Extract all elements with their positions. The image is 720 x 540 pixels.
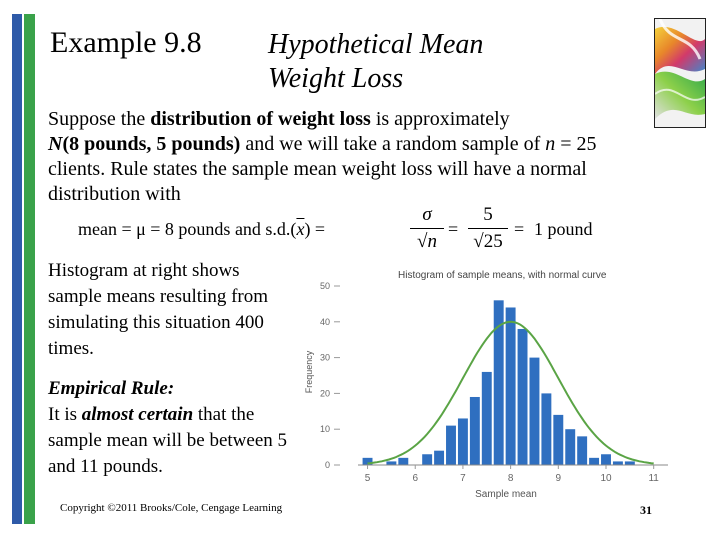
x-tick-label-5: 10	[600, 473, 612, 484]
histogram-description: Histogram at right shows sample means re…	[48, 260, 269, 359]
histogram-bar-18	[601, 454, 611, 465]
y-tick-label-4: 40	[320, 317, 330, 327]
y-tick-label-0: 0	[325, 460, 330, 470]
accent-bar-blue	[12, 14, 22, 524]
histogram-bar-3	[422, 454, 433, 465]
slide-title-example: Example 9.8	[50, 26, 202, 59]
fraction-sigma: σ	[422, 204, 432, 225]
para-text-2: is approximately	[370, 108, 510, 130]
y-tick-label-5: 50	[320, 281, 330, 291]
y-tick-label-3: 30	[320, 353, 330, 363]
fraction-sigma-over-sqrt-n: σ √n	[410, 204, 444, 253]
histogram-bar-4	[434, 450, 445, 465]
formula-result: 1 pound	[534, 219, 593, 239]
formula-xbar: x	[296, 219, 305, 239]
histogram-bar-9	[493, 300, 504, 465]
para-text-3: and we will take a random sample of	[240, 133, 546, 155]
histogram-bar-7	[469, 396, 480, 465]
slide-left-margin	[0, 0, 12, 540]
accent-bar-green	[24, 14, 35, 524]
histogram-bar-1	[386, 461, 397, 465]
formula-equals-2: =	[514, 219, 525, 239]
sd-formula: mean = μ = 8 pounds and s.d.(x) = σ √n =…	[78, 204, 638, 256]
swirl-graphic	[655, 19, 705, 127]
para-bold-params: (8 pounds, 5 pounds)	[62, 133, 241, 155]
histogram-bar-6	[457, 418, 468, 465]
empirical-text: It is almost certain that the sample mea…	[48, 404, 288, 477]
chart-x-label: Sample mean	[475, 489, 537, 500]
histogram-bar-11	[517, 328, 528, 465]
para-n-letter: N	[48, 133, 63, 155]
fraction-sqrt-25: √25	[473, 231, 503, 252]
page-number: 31	[640, 503, 652, 517]
subtitle-line-1: Hypothetical Mean	[268, 29, 484, 60]
histogram-bar-14	[553, 414, 564, 465]
histogram-bar-2	[398, 457, 409, 465]
x-tick-label-4: 9	[556, 473, 562, 484]
formula-close: ) =	[304, 219, 326, 239]
chart-title: Histogram of sample means, with normal c…	[398, 270, 607, 281]
histogram-bar-12	[529, 357, 540, 465]
fraction-five: 5	[483, 204, 493, 225]
slide-title-subtitle: Hypothetical Mean Weight Loss	[268, 28, 483, 96]
histogram-bar-19	[612, 461, 623, 465]
histogram-bar-10	[505, 307, 516, 465]
para-text-4: = 25 clients. Rule states the sample mea…	[48, 133, 597, 205]
decorative-swirl-image	[654, 18, 706, 128]
empirical-rule-block: Empirical Rule: It is almost certain tha…	[48, 376, 298, 480]
normal-curve	[367, 320, 654, 465]
y-tick-label-2: 20	[320, 388, 330, 398]
histogram-bar-13	[541, 393, 552, 465]
histogram-bar-5	[446, 425, 456, 465]
formula-equals-1: =	[448, 219, 459, 239]
x-tick-label-1: 6	[412, 473, 418, 484]
x-tick-label-0: 5	[365, 473, 371, 484]
formula-mean-text: mean = μ = 8 pounds and s.d.(x) =	[78, 219, 326, 239]
subtitle-line-2: Weight Loss	[268, 63, 404, 94]
fraction-5-over-sqrt-25: 5 √25	[468, 204, 508, 253]
copyright-footer: Copyright ©2011 Brooks/Cole, Cengage Lea…	[60, 502, 283, 514]
empirical-emphasis: almost certain	[81, 404, 194, 425]
y-tick-label-1: 10	[320, 424, 330, 434]
para-bold-distribution: distribution of weight loss	[150, 108, 371, 130]
x-tick-label-3: 8	[508, 473, 514, 484]
x-tick-label-6: 11	[648, 473, 659, 484]
para-text-1: Suppose the	[48, 108, 151, 130]
chart-y-label: Frequency	[304, 350, 314, 393]
histogram-bar-0	[362, 457, 373, 465]
histogram-bar-15	[565, 429, 576, 465]
histogram-bar-20	[624, 461, 635, 465]
x-tick-label-2: 7	[460, 473, 466, 484]
para-n-var: n	[545, 133, 556, 155]
intro-paragraph: Suppose the distribution of weight loss …	[48, 107, 638, 207]
fraction-sqrt-n: √n	[417, 231, 437, 252]
histogram-bar-8	[481, 371, 492, 465]
histogram-chart: Histogram of sample means, with normal c…	[304, 270, 668, 500]
histogram-bar-16	[577, 436, 588, 465]
histogram-bar-17	[589, 457, 600, 465]
empirical-heading: Empirical Rule:	[48, 378, 175, 399]
